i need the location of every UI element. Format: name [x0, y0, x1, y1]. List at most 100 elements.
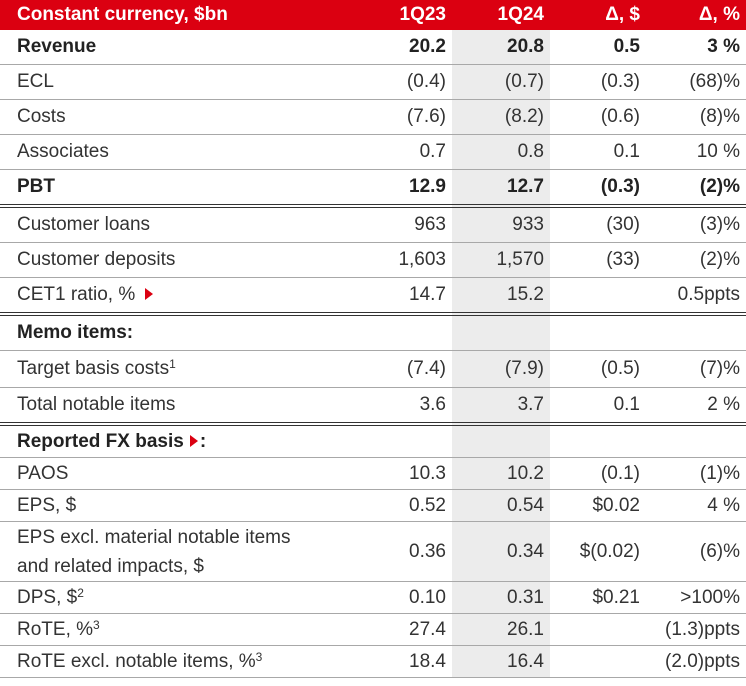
cell: (7.9) — [452, 350, 550, 388]
row-label-cell: RoTE excl. notable items, %3 — [0, 645, 372, 678]
empty-cell — [550, 314, 646, 351]
row-label: ECL — [0, 64, 372, 100]
section-title-cell: Reported FX basis: — [0, 424, 372, 458]
cell: 0.7 — [372, 134, 452, 170]
cell: 26.1 — [452, 613, 550, 646]
cell: 10.3 — [372, 457, 452, 490]
cell: >100% — [646, 581, 746, 614]
cell: 0.54 — [452, 489, 550, 522]
cell: (0.7) — [452, 64, 550, 100]
header-row: Constant currency, $bn 1Q23 1Q24 Δ, $ Δ,… — [0, 0, 746, 30]
cell: 963 — [372, 206, 452, 243]
cell: 20.2 — [372, 30, 452, 65]
row-label: Customer deposits — [0, 242, 372, 278]
link-arrow[interactable] — [189, 434, 198, 447]
row: RoTE, %3 27.4 26.1 (1.3)ppts — [0, 613, 746, 646]
cell: (2)% — [646, 242, 746, 278]
cell: 3 % — [646, 30, 746, 65]
row-label: CET1 ratio, % — [17, 284, 136, 305]
cell: 0.1 — [550, 387, 646, 426]
cell: 27.4 — [372, 613, 452, 646]
row: CET1 ratio, % 14.7 15.2 0.5ppts — [0, 277, 746, 316]
cell: (7.4) — [372, 350, 452, 388]
cell: (0.1) — [550, 457, 646, 490]
row: PBT 12.9 12.7 (0.3) (2)% — [0, 169, 746, 208]
cell: 0.34 — [452, 521, 550, 582]
row-label-cell: DPS, $2 — [0, 581, 372, 614]
cell: 12.9 — [372, 169, 452, 208]
header-cell: Δ, $ — [550, 0, 646, 30]
cell: 1,603 — [372, 242, 452, 278]
row: ECL (0.4) (0.7) (0.3) (68)% — [0, 64, 746, 100]
row: Total notable items 3.6 3.7 0.1 2 % — [0, 387, 746, 426]
row-label-cell: Target basis costs1 — [0, 350, 372, 388]
row-label: Revenue — [0, 30, 372, 65]
row: EPS, $0.52 0.54 $0.02 4 % — [0, 489, 746, 522]
section-title: Reported FX basis — [17, 430, 184, 452]
row-label-cell: EPS excl. material notable items and rela… — [0, 521, 372, 582]
row: PAOS 10.3 10.2 (0.1) (1)% — [0, 457, 746, 490]
footnote-mark: 3 — [93, 617, 100, 632]
row: EPS excl. material notable items and rela… — [0, 521, 746, 582]
cell: 0.36 — [372, 521, 452, 582]
cell: 10 % — [646, 134, 746, 170]
cell: (0.3) — [550, 64, 646, 100]
row: Customer deposits 1,603 1,570 (33) (2)% — [0, 242, 746, 278]
empty-cell — [550, 613, 646, 646]
row-label: Associates — [0, 134, 372, 170]
cell: 12.7 — [452, 169, 550, 208]
row: RoTE excl. notable items, %3 18.4 16.4 (2.0… — [0, 645, 746, 678]
cell: 0.52 — [372, 489, 452, 522]
cell: (1.3)ppts — [646, 613, 746, 646]
cell: (2.0)ppts — [646, 645, 746, 678]
section-title: Memo items: — [0, 314, 372, 351]
row-label-line: and related impacts, $ — [17, 555, 204, 577]
empty-cell — [550, 645, 646, 678]
row-label: Target basis costs — [17, 358, 170, 379]
header-cell: 1Q23 — [372, 0, 452, 30]
cell: 16.4 — [452, 645, 550, 678]
row: Target basis costs1 (7.4) (7.9) (0.5) (7)% — [0, 350, 746, 388]
empty-cell — [372, 424, 452, 458]
cell: (33) — [550, 242, 646, 278]
cell: 3.6 — [372, 387, 452, 426]
footnote-mark: 2 — [77, 585, 84, 600]
row-label-cell: CET1 ratio, % — [0, 277, 372, 316]
empty-cell — [372, 314, 452, 351]
cell: 0.5ppts — [646, 277, 746, 316]
cell: $0.02 — [550, 489, 646, 522]
cell: 3.7 — [452, 387, 550, 426]
cell: 0.31 — [452, 581, 550, 614]
row: Customer loans 963 933 (30) (3)% — [0, 206, 746, 243]
cell: 14.7 — [372, 277, 452, 316]
footnote-mark: 1 — [169, 357, 176, 371]
cell: 0.5 — [550, 30, 646, 65]
row-label: DPS, $ — [17, 586, 78, 608]
cell: (0.6) — [550, 99, 646, 135]
cell: 20.8 — [452, 30, 550, 65]
link-arrow[interactable] — [145, 288, 154, 300]
cell: 2 % — [646, 387, 746, 426]
section-title-row: Memo items: — [0, 314, 746, 351]
empty-cell — [550, 424, 646, 458]
row-label-cell: RoTE, %3 — [0, 613, 372, 646]
cell: (0.4) — [372, 64, 452, 100]
cell: (1)% — [646, 457, 746, 490]
empty-cell — [550, 277, 646, 316]
cell: 4 % — [646, 489, 746, 522]
cell: (7)% — [646, 350, 746, 388]
row-label: Customer loans — [0, 206, 372, 243]
row: DPS, $2 0.10 0.31 $0.21 >100% — [0, 581, 746, 614]
cell: $(0.02) — [550, 521, 646, 582]
cell: 0.1 — [550, 134, 646, 170]
row-label: PBT — [0, 169, 372, 208]
section-title-row: Reported FX basis: — [0, 424, 746, 458]
row-label: RoTE, % — [17, 618, 94, 640]
row-label: Total notable items — [0, 387, 372, 426]
cell: 0.10 — [372, 581, 452, 614]
row: Associates 0.7 0.8 0.1 10 % — [0, 134, 746, 170]
cell: (3)% — [646, 206, 746, 243]
cell: 10.2 — [452, 457, 550, 490]
row-label: Costs — [0, 99, 372, 135]
